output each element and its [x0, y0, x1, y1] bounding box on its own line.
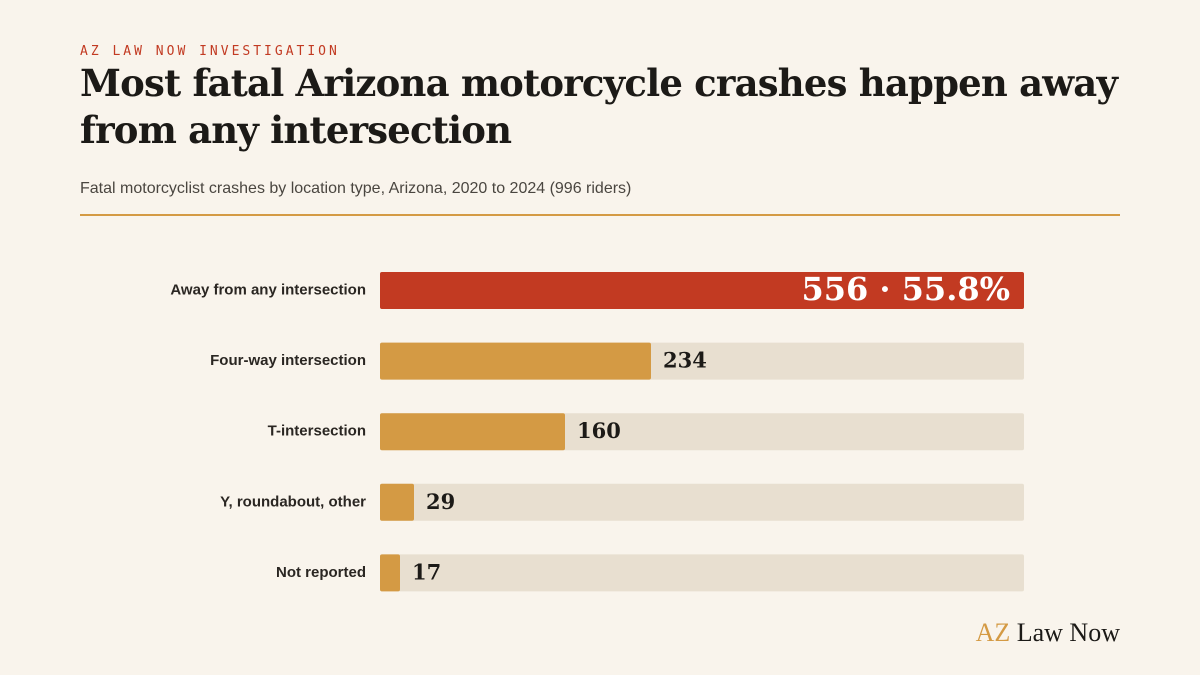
value-label: 29	[426, 489, 455, 514]
chart-title: Most fatal Arizona motorcycle crashes ha…	[80, 61, 1118, 152]
kicker: AZ LAW NOW INVESTIGATION	[80, 44, 340, 59]
divider-rule	[80, 214, 1120, 216]
value-label: 556 · 55.8%	[801, 270, 1010, 308]
value-label: 160	[577, 418, 621, 443]
bar-track	[380, 554, 1024, 592]
chart-subtitle: Fatal motorcyclist crashes by location t…	[80, 180, 632, 197]
brand-part-az: AZ	[975, 618, 1011, 647]
bar	[380, 483, 414, 521]
brand-part-law-now: Law Now	[1010, 618, 1120, 647]
category-label: Y, roundabout, other	[220, 493, 366, 510]
category-label: Away from any intersection	[170, 281, 366, 298]
value-label: 234	[663, 348, 707, 373]
bar	[380, 342, 651, 380]
bar	[380, 272, 1024, 309]
bar	[380, 554, 400, 592]
bar	[380, 413, 565, 451]
category-label: Four-way intersection	[210, 352, 366, 369]
value-label: 17	[412, 559, 441, 584]
bar-track	[380, 483, 1024, 521]
category-label: T-intersection	[268, 423, 366, 440]
category-label: Not reported	[276, 564, 366, 581]
brand-logo: AZ Law Now	[976, 618, 1120, 648]
